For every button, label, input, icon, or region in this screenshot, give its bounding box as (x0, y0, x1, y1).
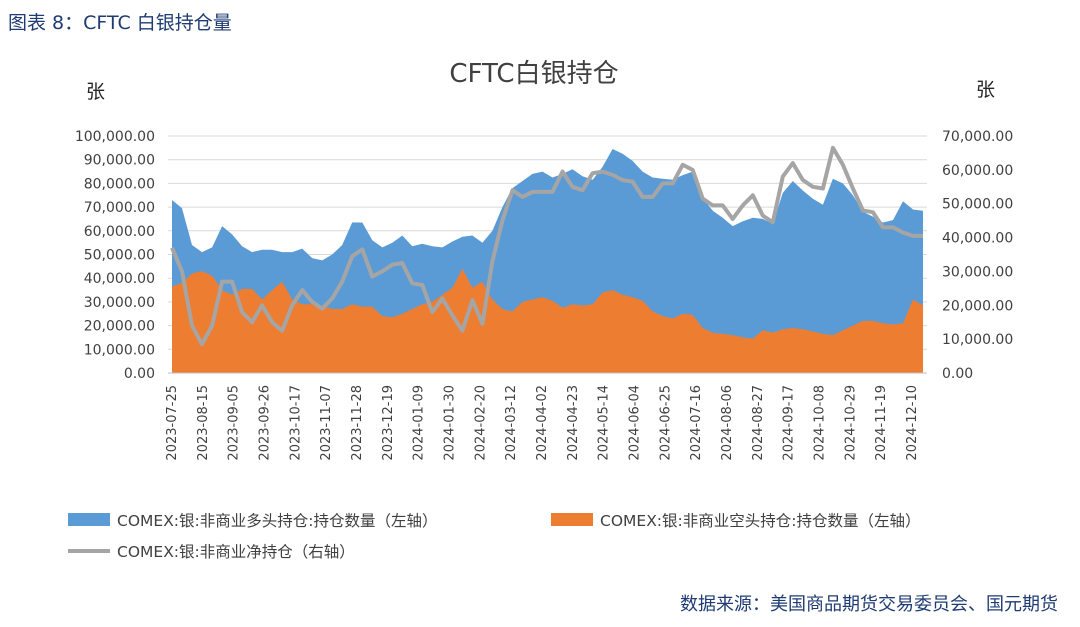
x-tick-label: 2024-10-08 (813, 385, 828, 461)
x-tick-label: 2023-12-19 (381, 385, 396, 461)
x-tick-label: 2023-11-07 (319, 385, 334, 461)
legend-label-short: COMEX:银:非商业空头持仓:持仓数量（左轴） (600, 512, 920, 530)
right-tick-label: 50,000.00 (942, 197, 1013, 213)
left-tick-label: 30,000.00 (84, 295, 155, 311)
legend-label-net: COMEX:银:非商业净持仓（右轴） (117, 543, 355, 561)
x-tick-label: 2024-06-04 (628, 385, 643, 461)
source-note: 数据来源：美国商品期货交易委员会、国元期货 (680, 594, 1058, 615)
x-tick-label: 2024-09-17 (782, 385, 797, 461)
left-axis-unit: 张 (86, 81, 105, 103)
x-tick-label: 2024-05-14 (597, 385, 612, 461)
legend-swatch-short (551, 513, 593, 526)
right-tick-label: 70,000.00 (942, 129, 1013, 145)
short-positions-area (172, 268, 923, 373)
x-tick-label: 2024-04-02 (535, 385, 550, 461)
x-tick-label: 2024-08-27 (751, 385, 766, 461)
right-tick-label: 30,000.00 (942, 264, 1013, 280)
figure-label: 图表 8：CFTC 白银持仓量 (8, 12, 232, 34)
left-tick-label: 40,000.00 (84, 271, 155, 287)
x-tick-label: 2024-01-30 (443, 385, 458, 461)
legend: COMEX:银:非商业多头持仓:持仓数量（左轴） COMEX:银:非商业空头持仓:… (68, 512, 920, 561)
right-tick-label: 20,000.00 (942, 298, 1013, 314)
x-tick-label: 2023-11-28 (350, 385, 365, 461)
axes: 0.00 10,000.00 20,000.00 30,000.00 40,000.00… (75, 129, 1013, 461)
net-positions-line (170, 145, 923, 347)
plot-area (170, 145, 923, 373)
left-tick-label: 80,000.00 (84, 176, 155, 192)
x-tick-label: 2023-07-25 (165, 385, 180, 461)
x-tick-label: 2023-10-17 (288, 385, 303, 461)
x-tick-label: 2024-11-19 (874, 385, 889, 461)
x-tick-label: 2023-08-15 (196, 385, 211, 461)
x-tick-label: 2023-09-05 (227, 385, 242, 461)
left-tick-label: 90,000.00 (84, 153, 155, 169)
right-tick-label: 10,000.00 (942, 332, 1013, 348)
right-tick-label: 60,000.00 (942, 163, 1013, 179)
x-tick-label: 2024-02-20 (473, 385, 488, 461)
left-tick-label: 60,000.00 (84, 224, 155, 240)
left-tick-label: 20,000.00 (84, 319, 155, 335)
chart-title: CFTC白银持仓 (449, 59, 618, 89)
x-tick-label: 2023-09-26 (258, 385, 273, 461)
x-tick-label: 2024-03-12 (504, 385, 519, 461)
left-tick-label: 100,000.00 (75, 129, 155, 145)
left-tick-label: 10,000.00 (84, 342, 155, 358)
x-tick-label: 2024-01-09 (412, 385, 427, 461)
legend-swatch-long (68, 513, 110, 526)
legend-label-long: COMEX:银:非商业多头持仓:持仓数量（左轴） (117, 512, 437, 530)
x-tick-label: 2024-12-10 (905, 385, 920, 461)
x-tick-label: 2024-04-23 (566, 385, 581, 461)
x-tick-label: 2024-10-29 (843, 385, 858, 461)
right-axis-unit: 张 (976, 79, 995, 101)
right-tick-label: 40,000.00 (942, 231, 1013, 247)
left-tick-label: 0.00 (124, 366, 155, 382)
x-tick-label: 2024-08-06 (720, 385, 735, 461)
x-tick-label: 2024-07-16 (689, 385, 704, 461)
x-tick-label: 2024-06-25 (658, 385, 673, 461)
right-tick-label: 0.00 (942, 366, 973, 382)
left-tick-label: 50,000.00 (84, 248, 155, 264)
left-tick-label: 70,000.00 (84, 200, 155, 216)
